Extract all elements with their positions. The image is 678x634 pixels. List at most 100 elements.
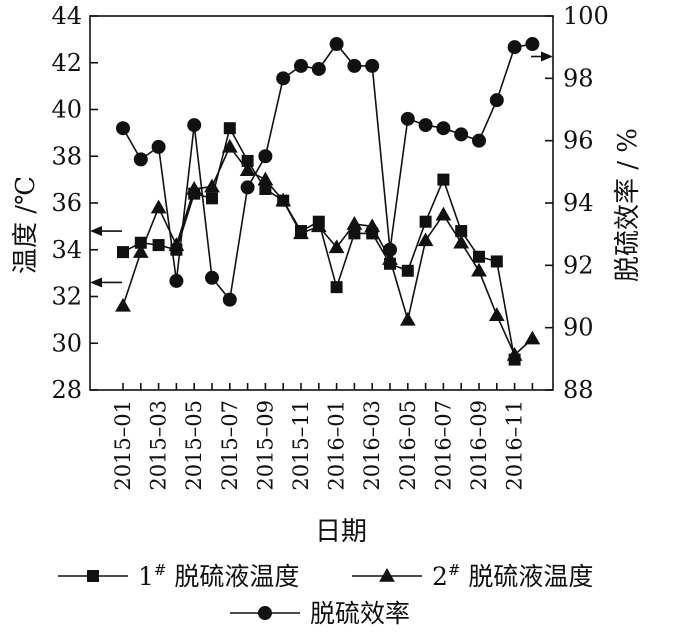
legend-label-rest: 脱硫液温度 (166, 562, 299, 591)
x-tick-label: 2016–01 (325, 400, 349, 491)
data-point (346, 216, 363, 230)
data-point (258, 149, 273, 164)
data-point (329, 37, 344, 52)
left-y-tick-label: 28 (51, 376, 82, 404)
series-layer (115, 37, 541, 366)
data-point (365, 58, 380, 73)
legend-label: 1# 脱硫液温度 (138, 561, 299, 591)
data-point (454, 127, 469, 142)
x-tick-label: 2016–07 (431, 400, 455, 491)
data-point (418, 118, 433, 133)
data-point (471, 262, 487, 277)
data-point (275, 192, 292, 207)
x-tick-label: 2015–11 (289, 400, 313, 491)
data-point (330, 281, 343, 294)
legend-label-main: 脱硫效率 (310, 599, 410, 628)
left-y-tick-label: 34 (51, 236, 82, 264)
x-tick-label: 2016–05 (396, 400, 420, 491)
data-point (310, 218, 327, 233)
arrow-head (90, 277, 102, 288)
data-point (240, 180, 255, 195)
data-point (117, 246, 129, 259)
x-tick-label: 2015–05 (182, 400, 206, 491)
legend-label-main: 1 (138, 562, 154, 591)
left-y-tick-label: 38 (51, 142, 82, 170)
left-y-tick-label: 30 (51, 329, 82, 357)
legend-label-superscript: # (448, 561, 461, 579)
data-point (525, 37, 540, 52)
data-point (293, 225, 309, 240)
legend-item: 2# 脱硫液温度 (352, 561, 593, 591)
data-point (132, 244, 149, 258)
data-point (204, 178, 220, 193)
data-point (239, 162, 256, 177)
right-y-tick-label: 90 (563, 314, 594, 342)
data-point (453, 234, 470, 249)
arrow-head (90, 226, 102, 237)
data-point (186, 180, 203, 195)
data-point (417, 232, 434, 247)
right-y-tick-label: 96 (563, 127, 594, 155)
left-y-axis-title: 温度 /℃ (11, 176, 41, 274)
right-y-tick-label: 88 (563, 376, 594, 404)
series-triangle (115, 138, 541, 361)
legend-marker (258, 606, 272, 620)
data-point (506, 346, 523, 361)
right-y-tick-label: 94 (563, 189, 594, 217)
data-point (437, 173, 450, 186)
data-point (488, 307, 505, 321)
legend-label: 脱硫效率 (310, 599, 410, 628)
data-point (436, 121, 451, 136)
data-point (133, 152, 148, 167)
data-point (435, 206, 452, 221)
x-tick-label: 2015–09 (253, 400, 277, 491)
arrow-head (541, 51, 553, 62)
data-point (399, 311, 416, 326)
data-point (294, 58, 308, 73)
legend-label-superscript: # (154, 561, 167, 579)
legend-label: 2# 脱硫液温度 (432, 561, 593, 591)
data-point (169, 273, 184, 288)
data-point (364, 218, 381, 233)
data-point (221, 138, 238, 153)
data-point (400, 111, 415, 126)
data-point (328, 239, 345, 254)
series-line (122, 145, 533, 357)
data-point (383, 242, 397, 257)
data-point (311, 61, 326, 76)
data-point (382, 251, 398, 265)
right-y-axis: 88 90 92 94 96 98 100 (545, 2, 609, 404)
legend-item: 脱硫效率 (230, 599, 410, 628)
data-point (151, 139, 166, 154)
data-point (472, 133, 486, 148)
right-y-tick-label: 98 (563, 64, 594, 92)
legend-label-main: 2 (432, 562, 448, 591)
data-point (401, 264, 414, 277)
x-tick-label: 2016–11 (503, 400, 527, 491)
data-point (222, 292, 237, 307)
data-point (490, 255, 503, 268)
right-y-tick-label: 92 (563, 251, 594, 279)
data-point (187, 118, 202, 133)
data-point (524, 330, 541, 345)
x-tick-label: 2015–07 (218, 400, 242, 491)
x-axis: 2015–01 2015–03 2015–05 2015–07 2015–09 2015–… (111, 383, 534, 491)
data-point (150, 199, 167, 214)
right-y-axis-title: 脱硫效率 / % (613, 128, 643, 282)
data-point (116, 121, 130, 136)
data-point (223, 122, 236, 135)
left-y-axis: 28 30 32 34 36 38 40 42 44 (51, 2, 98, 404)
data-point (489, 93, 504, 108)
left-y-tick-label: 40 (51, 96, 82, 124)
data-point (205, 270, 219, 285)
left-y-tick-label: 42 (51, 49, 82, 77)
data-point (347, 58, 362, 73)
x-tick-label: 2015–01 (111, 400, 135, 491)
series-circle (116, 37, 540, 307)
left-y-tick-label: 36 (51, 189, 82, 217)
x-tick-label: 2016–03 (360, 400, 384, 491)
x-tick-label: 2015–03 (147, 400, 171, 491)
data-point (206, 192, 218, 205)
